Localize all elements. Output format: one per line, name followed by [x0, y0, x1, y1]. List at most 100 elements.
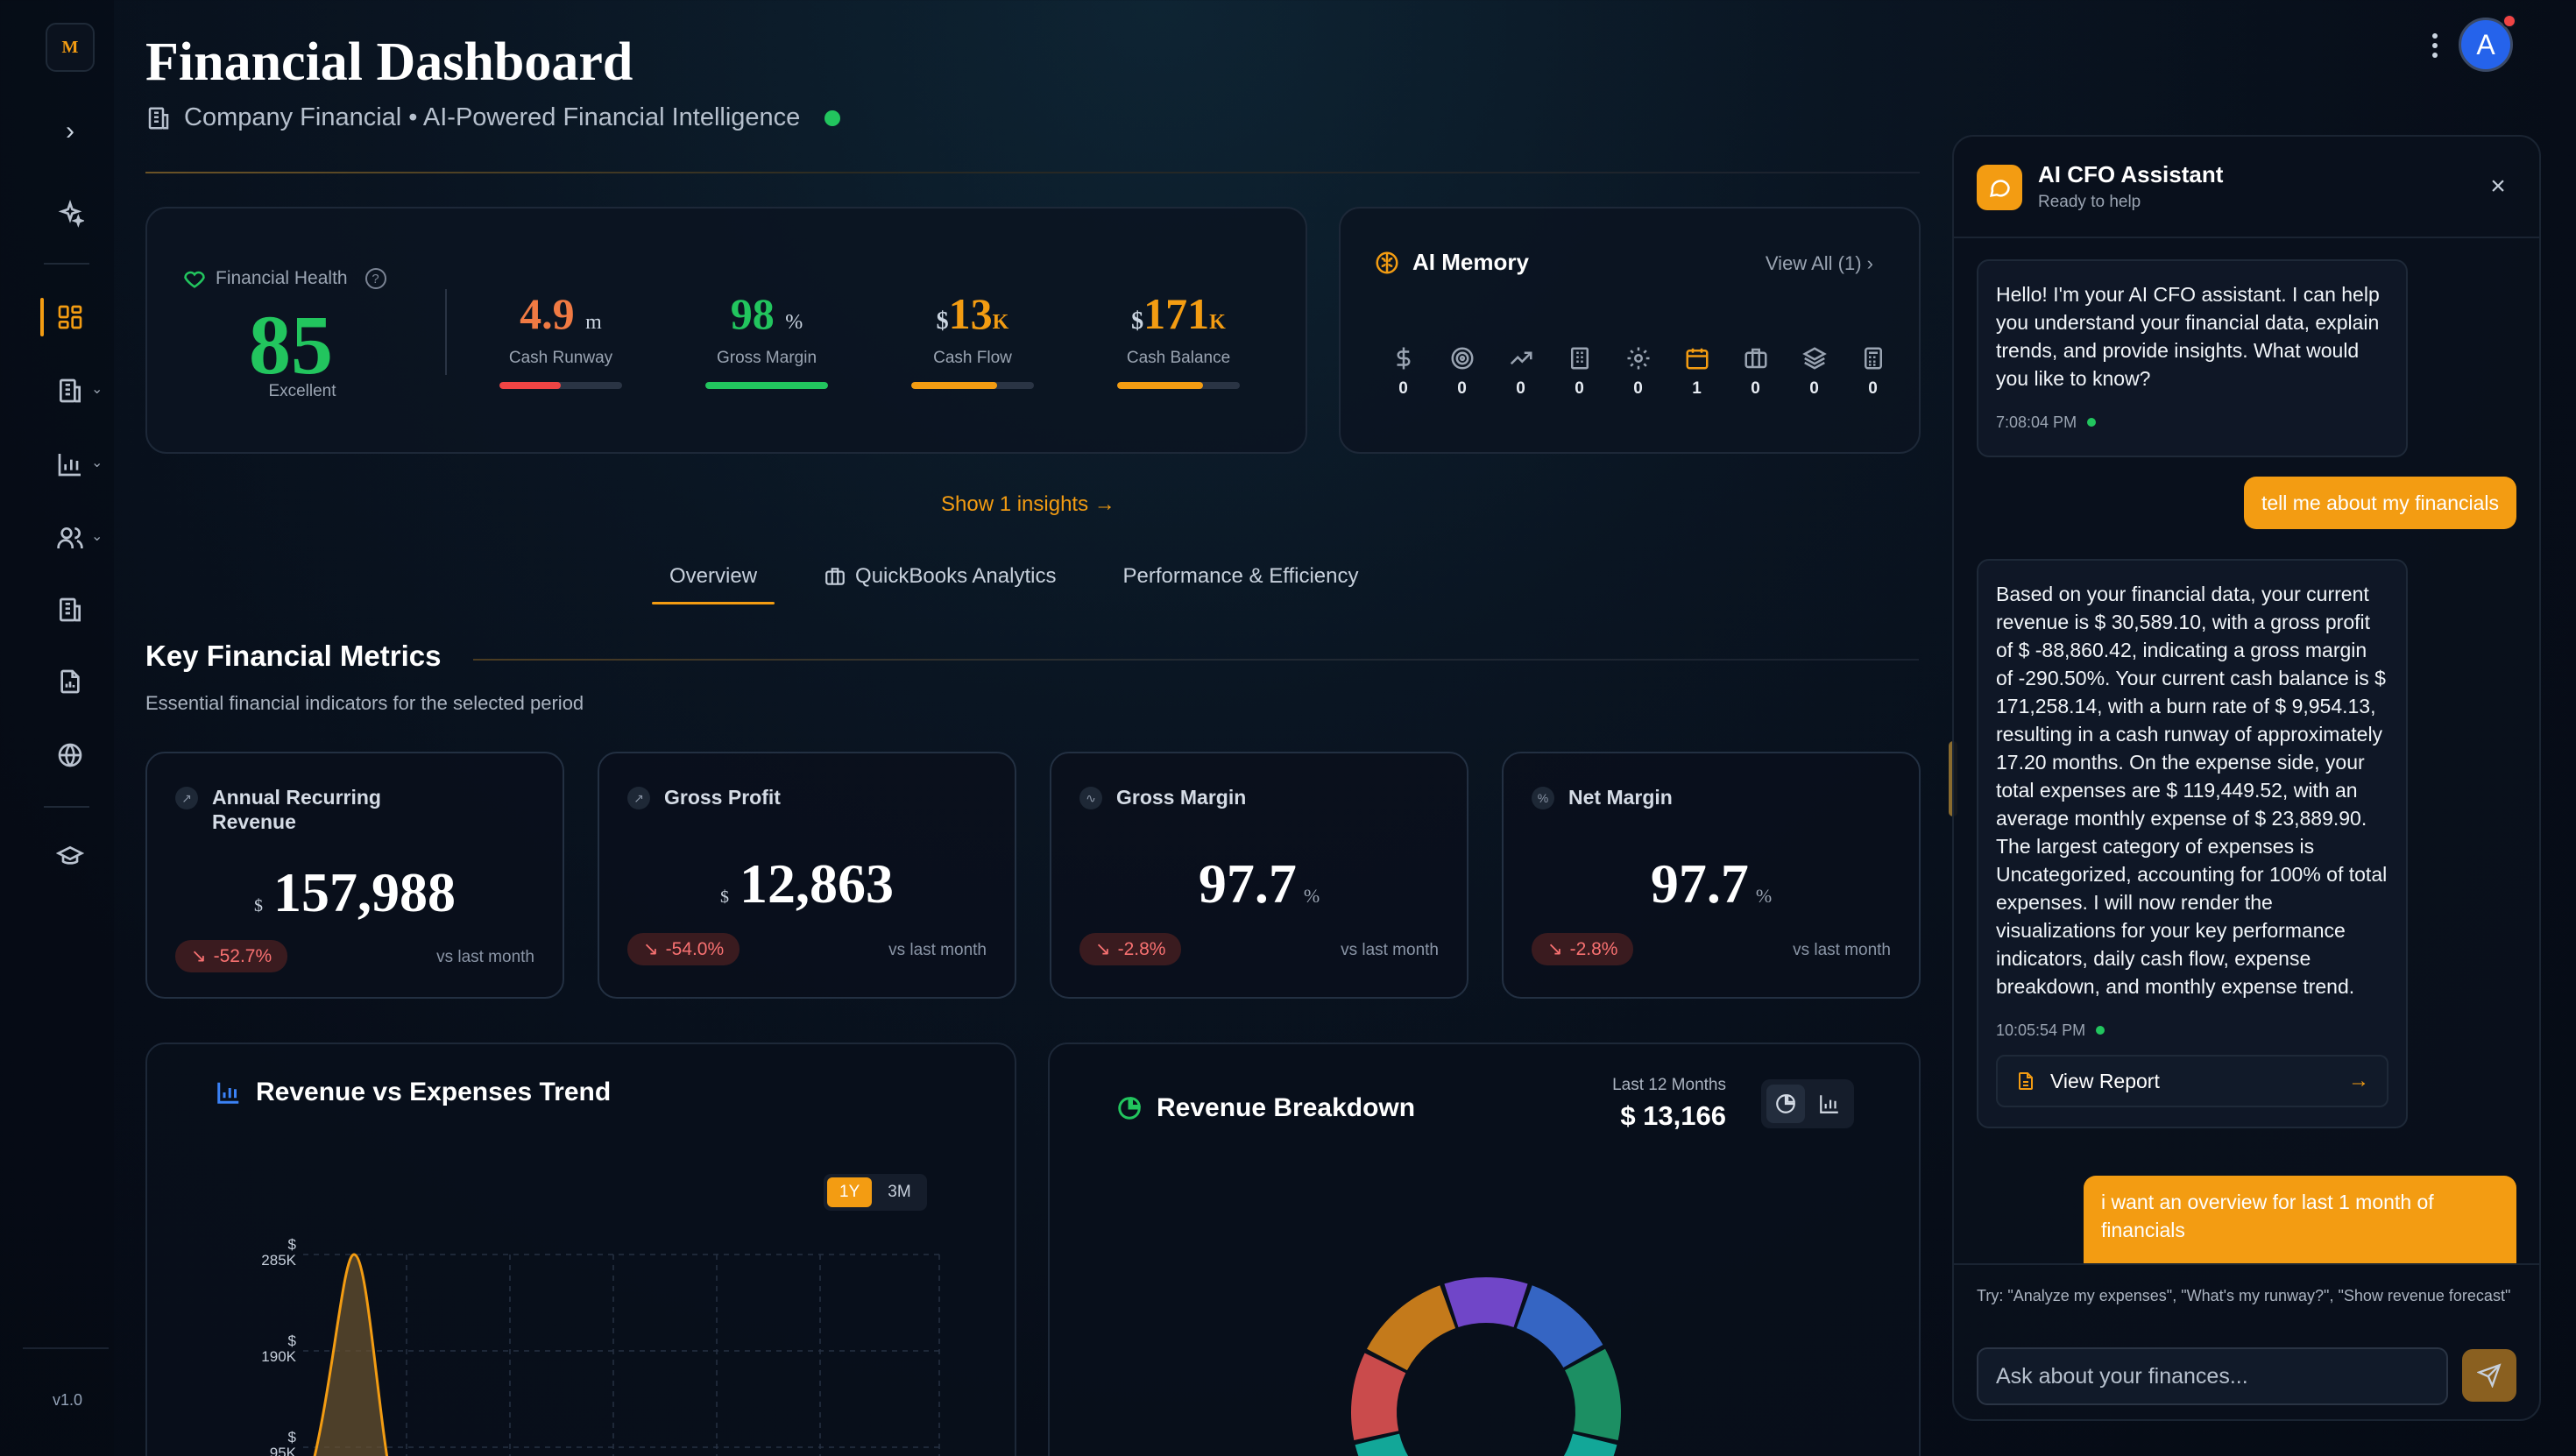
memory-item[interactable]: 0 [1726, 345, 1785, 399]
send-icon [2477, 1363, 2502, 1388]
breakdown-summary: Last 12 Months $ 13,166 [1612, 1076, 1726, 1132]
memory-item[interactable]: 0 [1550, 345, 1609, 399]
send-button[interactable] [2462, 1349, 2516, 1402]
gear-icon [1627, 347, 1649, 370]
kpi-label: Cash Flow [933, 349, 1012, 367]
y-tick-label: $285K [261, 1236, 296, 1269]
memory-items: 0 0 0 0 0 1 0 0 [1374, 345, 1902, 399]
range-1y-button[interactable]: 1Y [827, 1177, 873, 1207]
donut-segment[interactable] [1516, 1285, 1603, 1368]
percent-icon: % [1532, 787, 1554, 809]
range-3m-button[interactable]: 3M [888, 1183, 911, 1201]
help-icon[interactable]: ? [364, 268, 386, 289]
brain-icon [1376, 251, 1398, 273]
memory-item[interactable]: 0 [1374, 345, 1433, 399]
dashboard-grid-icon[interactable] [51, 298, 89, 336]
avatar[interactable]: A [2459, 18, 2513, 72]
change-badge: ↘ -2.8% [1532, 933, 1634, 965]
memory-item[interactable]: 1 [1667, 345, 1726, 399]
chevron-down-icon[interactable]: ⌄ [91, 529, 103, 544]
metric-value: $157,988 [254, 861, 456, 923]
memory-item[interactable]: 0 [1433, 345, 1491, 399]
kpi-cash-balance: $171K Cash Balance [1091, 287, 1266, 389]
metric-card-gross-profit[interactable]: ↗ Gross Profit $12,863 ↘ -54.0% vs last mo… [598, 752, 1016, 999]
kpi-label: Cash Runway [508, 349, 613, 367]
trend-icon: ↗ [175, 787, 198, 809]
sparkles-icon[interactable] [51, 194, 89, 233]
kpi-value: $171K [1131, 289, 1226, 338]
file-icon [2019, 1072, 2033, 1090]
tab-overview[interactable]: Overview [652, 561, 775, 604]
compare-label: vs last month [1793, 941, 1891, 959]
app-logo[interactable]: M [46, 23, 95, 72]
tab-performance-efficiency[interactable]: Performance & Efficiency [1122, 564, 1359, 588]
activity-icon: ∿ [1079, 787, 1102, 809]
building-icon [1570, 347, 1589, 370]
memory-item[interactable]: 0 [1844, 345, 1902, 399]
kpi-cash-runway: 4.9 m Cash Runway [473, 287, 648, 389]
donut-segment[interactable] [1542, 1432, 1617, 1456]
user-message: tell me about my financials [2243, 477, 2516, 529]
y-tick-label: $95K [269, 1429, 296, 1456]
y-tick-label: $190K [261, 1332, 296, 1365]
metric-card-net-margin[interactable]: % Net Margin 97.7% ↘ -2.8% vs last month [1502, 752, 1921, 999]
expand-sidebar-button[interactable]: › [66, 117, 74, 145]
chart-type-toggle [1761, 1079, 1854, 1128]
donut-segment[interactable] [1355, 1432, 1430, 1456]
donut-segment[interactable] [1444, 1277, 1528, 1328]
more-menu-icon[interactable] [2422, 26, 2448, 65]
period-label: Last 12 Months [1612, 1076, 1726, 1094]
bar-chart-icon[interactable] [51, 445, 89, 484]
pie-chart-icon [1776, 1094, 1795, 1113]
show-insights-link[interactable]: Show 1 insights → [941, 492, 1115, 516]
chevron-down-icon[interactable]: ⌄ [91, 382, 103, 397]
memory-item[interactable]: 0 [1491, 345, 1550, 399]
close-icon[interactable]: × [2490, 172, 2506, 201]
subtitle-text: Company Financial • AI-Powered Financial… [184, 103, 801, 131]
page-title: Financial Dashboard [145, 32, 633, 92]
metric-name: Gross Margin [1116, 786, 1247, 809]
file-chart-icon[interactable] [51, 662, 89, 701]
users-icon[interactable] [51, 519, 89, 557]
range-toggle: 1Y 3M [824, 1174, 927, 1211]
chevron-down-icon[interactable]: ⌄ [91, 456, 103, 470]
health-score: 85 [249, 298, 333, 392]
user-message: i want an overview for last 1 month of f… [2084, 1176, 2516, 1263]
ai-memory-title: AI Memory [1374, 249, 1529, 276]
revenue-expenses-chart-card: Revenue vs Expenses Trend 1Y 3M $285K $1… [145, 1043, 1016, 1456]
building-icon[interactable] [51, 590, 89, 629]
tab-quickbooks-analytics[interactable]: QuickBooks Analytics [806, 561, 1073, 604]
building-icon[interactable] [51, 371, 89, 410]
metric-name: Annual Recurring Revenue [212, 786, 381, 833]
dollar-icon [1397, 347, 1410, 370]
chat-input[interactable] [1977, 1347, 2448, 1405]
donut-segment[interactable] [1367, 1285, 1456, 1371]
donut-segment[interactable] [1351, 1353, 1406, 1441]
kpi-label: Gross Margin [716, 349, 817, 367]
heart-icon [184, 271, 205, 288]
bar-chart-icon [217, 1082, 239, 1104]
kpi-progress-bar [499, 382, 622, 389]
trending-down-icon: ↘ [1547, 939, 1563, 959]
globe-icon[interactable] [51, 736, 89, 774]
graduation-cap-icon[interactable] [51, 838, 89, 876]
revenue-series-area [315, 1255, 387, 1456]
bar-view-button[interactable] [1810, 1085, 1849, 1123]
trending-down-icon: ↘ [191, 946, 207, 966]
donut-segment[interactable] [1564, 1348, 1621, 1441]
metric-value: 97.7% [1650, 852, 1773, 915]
memory-item[interactable]: 0 [1785, 345, 1844, 399]
memory-item[interactable]: 0 [1609, 345, 1667, 399]
layers-icon [1801, 347, 1827, 370]
metric-card-gross-margin[interactable]: ∿ Gross Margin 97.7% ↘ -2.8% vs last month [1050, 752, 1468, 999]
view-all-link[interactable]: View All (1) › [1765, 252, 1873, 274]
ai-assistant-panel: AI CFO Assistant Ready to help × Hello! … [1952, 135, 2541, 1421]
view-report-button[interactable]: View Report → [1996, 1055, 2388, 1107]
kpi-progress-bar [1117, 382, 1240, 389]
notification-dot [2502, 14, 2516, 28]
metric-card-arr[interactable]: ↗ Annual Recurring Revenue $157,988 ↘ -52.… [145, 752, 564, 999]
change-badge: ↘ -52.7% [175, 940, 288, 972]
pie-view-button[interactable] [1766, 1085, 1805, 1123]
status-indicator [824, 110, 841, 126]
building-icon [148, 107, 169, 129]
